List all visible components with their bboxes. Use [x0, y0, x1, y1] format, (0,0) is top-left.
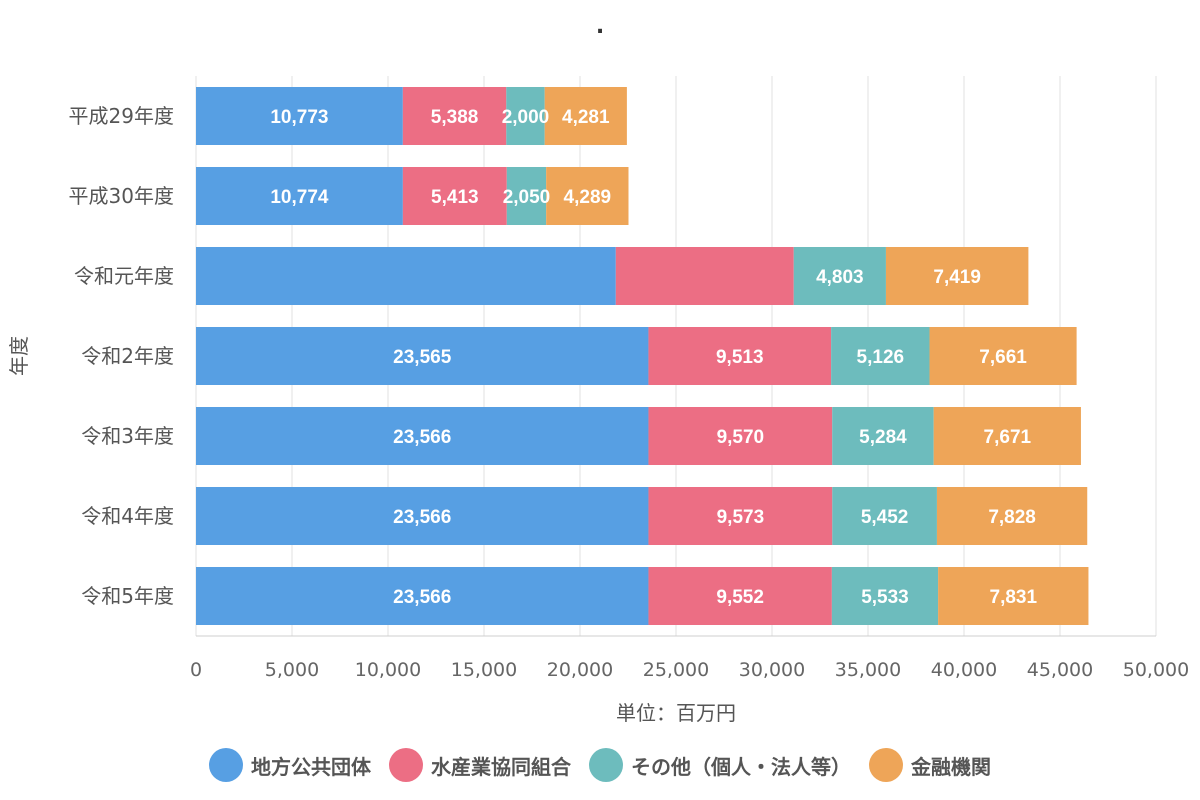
data-label: 23,566: [393, 587, 451, 608]
legend-label: 地方公共団体: [251, 754, 371, 779]
x-tick-label: 0: [190, 659, 202, 681]
bar-segment[interactable]: [615, 247, 794, 305]
data-label: 4,289: [564, 187, 612, 208]
data-label: 9,570: [717, 427, 765, 448]
bar-segment[interactable]: [929, 327, 1077, 385]
data-label: 4,803: [816, 267, 864, 288]
x-tick-labels: 0 5,000 10,000 15,000 20,000 25,000 30,000 35,0…: [190, 659, 1189, 681]
bar-segment[interactable]: [831, 327, 930, 385]
data-label: 10,773: [270, 107, 328, 128]
data-label: 5,533: [861, 587, 909, 608]
bar-segment[interactable]: [832, 487, 937, 545]
category-label: 令和元年度: [74, 264, 174, 288]
data-label: 5,452: [861, 507, 909, 528]
bars: [196, 87, 1089, 625]
bar-segment[interactable]: [793, 247, 886, 305]
data-label: 9,552: [716, 587, 764, 608]
x-tick-label: 40,000: [931, 659, 997, 681]
bar-segment[interactable]: [402, 167, 507, 225]
bar-segment[interactable]: [196, 327, 649, 385]
legend-item[interactable]: その他（個人・法人等）: [589, 748, 851, 782]
bar-segment[interactable]: [648, 327, 832, 385]
data-label: 7,828: [988, 507, 1036, 528]
data-label: 23,566: [393, 507, 451, 528]
bar-segment[interactable]: [936, 487, 1088, 545]
x-tick-label: 45,000: [1027, 659, 1093, 681]
x-tick-label: 5,000: [265, 659, 319, 681]
data-label: 7,419: [933, 267, 981, 288]
bar-segment[interactable]: [196, 407, 649, 465]
x-axis-title: 単位：百万円: [616, 701, 736, 725]
data-label: 23,566: [393, 427, 451, 448]
bar-segment[interactable]: [196, 487, 649, 545]
bar-segment[interactable]: [196, 247, 616, 305]
stacked-bar-chart: 10,773 5,388 2,000 4,281 10,774 5,413 2,050 4,2…: [7, 76, 1189, 725]
x-tick-label: 35,000: [835, 659, 901, 681]
data-label: 5,413: [431, 187, 479, 208]
data-label: 7,661: [979, 347, 1027, 368]
category-label: 令和2年度: [81, 344, 174, 368]
x-tick-label: 25,000: [643, 659, 709, 681]
x-tick-label: 10,000: [355, 659, 421, 681]
bar-segment[interactable]: [648, 567, 832, 625]
bar-segment[interactable]: [546, 167, 629, 225]
category-label: 令和3年度: [81, 424, 174, 448]
bar-segment[interactable]: [832, 407, 934, 465]
legend-swatch: [389, 748, 423, 782]
data-label: 2,050: [503, 187, 551, 208]
bar-segment[interactable]: [196, 167, 403, 225]
data-labels: 10,773 5,388 2,000 4,281 10,774 5,413 2,050 4,2…: [270, 107, 1037, 608]
data-label: 9,573: [717, 507, 765, 528]
legend-label: 水産業協同組合: [431, 754, 571, 779]
bar-segment[interactable]: [648, 407, 833, 465]
bar-segment[interactable]: [506, 87, 545, 145]
data-label: 10,774: [270, 187, 329, 208]
bar-segment[interactable]: [885, 247, 1029, 305]
legend-swatch: [589, 748, 623, 782]
legend-label: その他（個人・法人等）: [631, 754, 851, 779]
bar-segment[interactable]: [933, 407, 1081, 465]
data-label: 7,831: [990, 587, 1038, 608]
bar-segment[interactable]: [544, 87, 627, 145]
data-label: 5,388: [431, 107, 479, 128]
category-label: 平成29年度: [69, 104, 174, 128]
y-axis-title: 年度: [7, 336, 31, 376]
data-label: 5,126: [857, 347, 905, 368]
bar-segment[interactable]: [402, 87, 507, 145]
data-label: 7,671: [984, 427, 1032, 448]
data-label: 23,565: [393, 347, 452, 368]
data-label: 9,513: [716, 347, 764, 368]
data-label: 5,284: [859, 427, 907, 448]
legend: 地方公共団体 水産業協同組合 その他（個人・法人等） 金融機関: [0, 748, 1200, 782]
data-label: 2,000: [502, 107, 550, 128]
category-label: 令和5年度: [81, 584, 174, 608]
category-label: 平成30年度: [69, 184, 174, 208]
x-tick-label: 20,000: [547, 659, 613, 681]
bar-segment[interactable]: [196, 567, 649, 625]
legend-item[interactable]: 地方公共団体: [209, 748, 371, 782]
bar-segment[interactable]: [648, 487, 833, 545]
legend-item[interactable]: 金融機関: [869, 748, 991, 782]
legend-swatch: [869, 748, 903, 782]
category-label: 令和4年度: [81, 504, 174, 528]
legend-label: 金融機関: [911, 754, 991, 779]
x-tick-label: 30,000: [739, 659, 805, 681]
legend-swatch: [209, 748, 243, 782]
chart-title: .: [595, 14, 605, 39]
bar-segment[interactable]: [506, 167, 547, 225]
x-tick-label: 50,000: [1123, 659, 1189, 681]
x-tick-label: 15,000: [451, 659, 517, 681]
legend-item[interactable]: 水産業協同組合: [389, 748, 571, 782]
bar-segment[interactable]: [938, 567, 1089, 625]
bar-segment[interactable]: [831, 567, 939, 625]
bar-segment[interactable]: [196, 87, 403, 145]
data-label: 4,281: [562, 107, 610, 128]
